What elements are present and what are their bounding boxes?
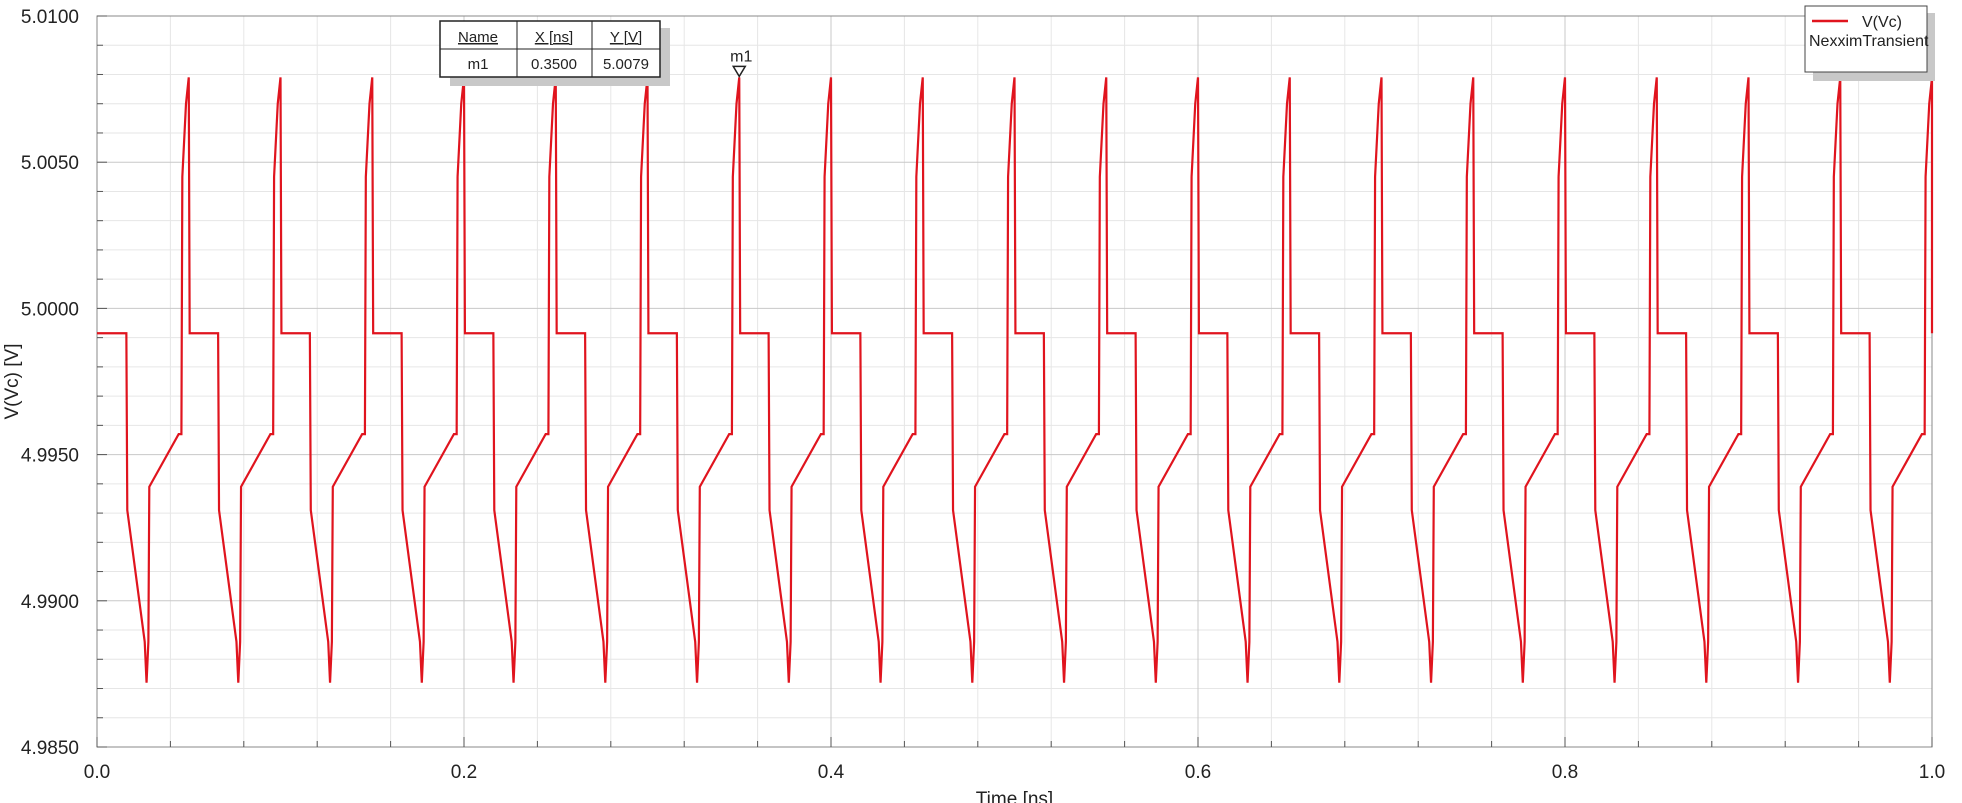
y-tick-label: 4.9950 — [21, 446, 79, 467]
marker-table-header-x: X [ns] — [535, 29, 573, 46]
marker-triangle-icon[interactable] — [731, 65, 747, 78]
y-tick-label: 5.0050 — [21, 153, 79, 174]
x-tick-label: 0.6 — [1185, 762, 1211, 783]
legend-entry-subtitle: NexximTransient — [1809, 33, 1929, 50]
marker-table-cell-x: 0.3500 — [531, 56, 577, 73]
y-axis-title: V(Vc) [V] — [2, 343, 23, 419]
x-tick-label: 0.4 — [818, 762, 845, 783]
x-tick-label: 0.0 — [84, 762, 110, 783]
y-tick-label: 5.0100 — [21, 7, 79, 28]
minor-grid — [97, 16, 1932, 747]
series-line-vvc — [97, 77, 1934, 683]
y-tick-label: 5.0000 — [21, 299, 79, 320]
legend-entry-name: V(Vc) — [1862, 14, 1902, 31]
x-axis-title: Time [ns] — [976, 789, 1053, 803]
legend-box — [1804, 5, 1928, 73]
x-tick-label: 0.8 — [1552, 762, 1578, 783]
y-tick-labels: 5.0100 5.0050 5.0000 4.9950 4.9900 4.9850 — [21, 7, 79, 759]
marker-table-cell-name: m1 — [468, 56, 489, 73]
marker-table[interactable]: Name X [ns] Y [V] m1 0.3500 5.0079 — [439, 20, 670, 86]
marker-table-header-y: Y [V] — [610, 29, 642, 46]
series-layer — [97, 77, 1934, 683]
marker-table-cell-y: 5.0079 — [603, 56, 649, 73]
y-tick-label: 4.9850 — [21, 738, 79, 759]
marker-m1[interactable]: m1 — [730, 48, 752, 78]
plot-frame — [96, 15, 1933, 748]
axis-ticks — [96, 15, 1933, 748]
x-tick-label: 1.0 — [1919, 762, 1945, 783]
x-tick-label: 0.2 — [451, 762, 477, 783]
x-tick-labels: 0.0 0.2 0.4 0.6 0.8 1.0 — [84, 762, 1945, 783]
marker-label: m1 — [730, 48, 752, 65]
marker-table-header-name: Name — [458, 29, 498, 46]
legend[interactable]: V(Vc) NexximTransient — [1804, 5, 1935, 81]
y-tick-label: 4.9900 — [21, 592, 79, 613]
